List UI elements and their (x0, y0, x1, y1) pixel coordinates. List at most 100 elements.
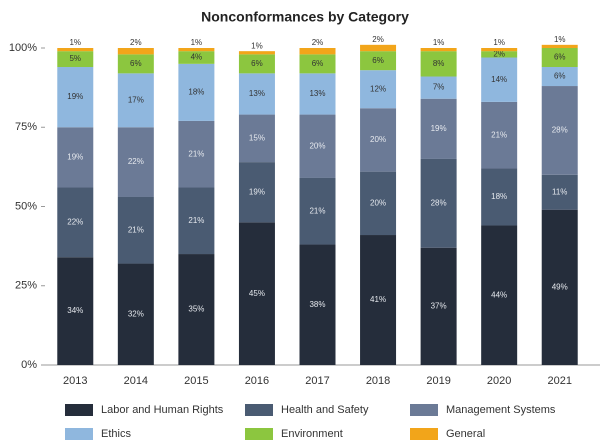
y-tick-label: 0% (21, 359, 37, 371)
data-label: 38% (309, 300, 325, 309)
data-label: 41% (370, 295, 386, 304)
x-tick-label: 2015 (184, 375, 208, 387)
data-label: 6% (372, 56, 384, 65)
bar-segment (178, 120, 215, 188)
bar-segment (420, 51, 457, 77)
bar-segment (481, 48, 518, 52)
data-label: 45% (249, 289, 265, 298)
x-tick-label: 2019 (426, 375, 450, 387)
data-label: 20% (370, 198, 386, 207)
data-label: 19% (431, 124, 447, 133)
bar-segment (420, 76, 457, 99)
data-label: 21% (188, 216, 204, 225)
data-label: 20% (370, 135, 386, 144)
bar-segment (117, 54, 154, 74)
bar-segment (117, 263, 154, 365)
bar-segment (238, 51, 275, 55)
bar-segment (481, 101, 518, 169)
data-label: 49% (552, 282, 568, 291)
bar-segment (238, 73, 275, 115)
bar-segment (541, 67, 578, 87)
data-label: 20% (309, 141, 325, 150)
bar-segment (178, 63, 215, 121)
legend-label: Labor and Human Rights (101, 404, 224, 416)
x-tick-label: 2021 (547, 375, 571, 387)
legend-label: General (446, 428, 485, 440)
data-label: 21% (188, 149, 204, 158)
bar-segment (420, 48, 457, 52)
data-label: 1% (191, 38, 203, 47)
bar-segment (360, 235, 397, 365)
bar-segment (420, 158, 457, 248)
legend-swatch (245, 404, 273, 416)
bar-segment (57, 127, 94, 188)
data-label: 22% (67, 217, 83, 226)
bar-segment (481, 57, 518, 102)
data-label: 21% (491, 130, 507, 139)
chart-title: Nonconformances by Category (201, 9, 409, 25)
data-label: 2% (312, 38, 324, 47)
data-label: 44% (491, 290, 507, 299)
data-label: 28% (552, 126, 568, 135)
data-label: 28% (431, 198, 447, 207)
data-label: 18% (491, 192, 507, 201)
bar-segment (299, 244, 336, 365)
data-label: 4% (191, 53, 203, 62)
legend-swatch (410, 428, 438, 440)
bar-segment (541, 48, 578, 68)
data-label: 34% (67, 306, 83, 315)
x-tick-label: 2020 (487, 375, 511, 387)
data-label: 19% (67, 152, 83, 161)
data-label: 5% (69, 54, 81, 63)
legend-label: Environment (281, 428, 343, 440)
data-label: 7% (433, 83, 445, 92)
legend-label: Ethics (101, 428, 131, 440)
data-label: 1% (433, 38, 445, 47)
y-tick-label: 100% (9, 42, 37, 54)
bar-segment (541, 209, 578, 365)
y-tick-label: 50% (15, 200, 37, 212)
x-tick-label: 2013 (63, 375, 87, 387)
data-label: 19% (249, 187, 265, 196)
legend-swatch (410, 404, 438, 416)
data-label: 6% (312, 59, 324, 68)
bar-segment (481, 51, 518, 58)
data-label: 13% (309, 89, 325, 98)
data-label: 22% (128, 157, 144, 166)
x-tick-label: 2014 (124, 375, 148, 387)
bar-segment (178, 48, 215, 52)
legend-label: Management Systems (446, 404, 556, 416)
bar-segment (360, 44, 397, 52)
data-label: 21% (128, 225, 144, 234)
data-label: 6% (554, 72, 566, 81)
bar-segment (481, 225, 518, 365)
data-label: 2% (372, 35, 384, 44)
bar-segment (178, 187, 215, 255)
x-tick-label: 2018 (366, 375, 390, 387)
data-label: 18% (188, 87, 204, 96)
bar-segment (57, 48, 94, 52)
bar-segment (481, 168, 518, 226)
bar-segment (420, 247, 457, 365)
x-tick-label: 2017 (305, 375, 329, 387)
bar-segment (117, 48, 154, 55)
bar-segment (117, 196, 154, 264)
bar-segment (299, 177, 336, 245)
data-label: 14% (491, 75, 507, 84)
legend-swatch (65, 428, 93, 440)
legend-swatch (65, 404, 93, 416)
data-label: 19% (67, 92, 83, 101)
legend-swatch (245, 428, 273, 440)
data-label: 1% (554, 35, 566, 44)
data-label: 11% (552, 187, 567, 196)
data-label: 2% (130, 38, 142, 47)
bar-segment (117, 73, 154, 128)
bar-segment (57, 51, 94, 68)
data-label: 6% (251, 59, 263, 68)
bar-segment (420, 98, 457, 159)
data-label: 2% (493, 49, 505, 58)
data-label: 13% (249, 89, 265, 98)
data-label: 12% (370, 84, 386, 93)
bar-segment (57, 67, 94, 128)
y-tick-label: 25% (15, 280, 37, 292)
